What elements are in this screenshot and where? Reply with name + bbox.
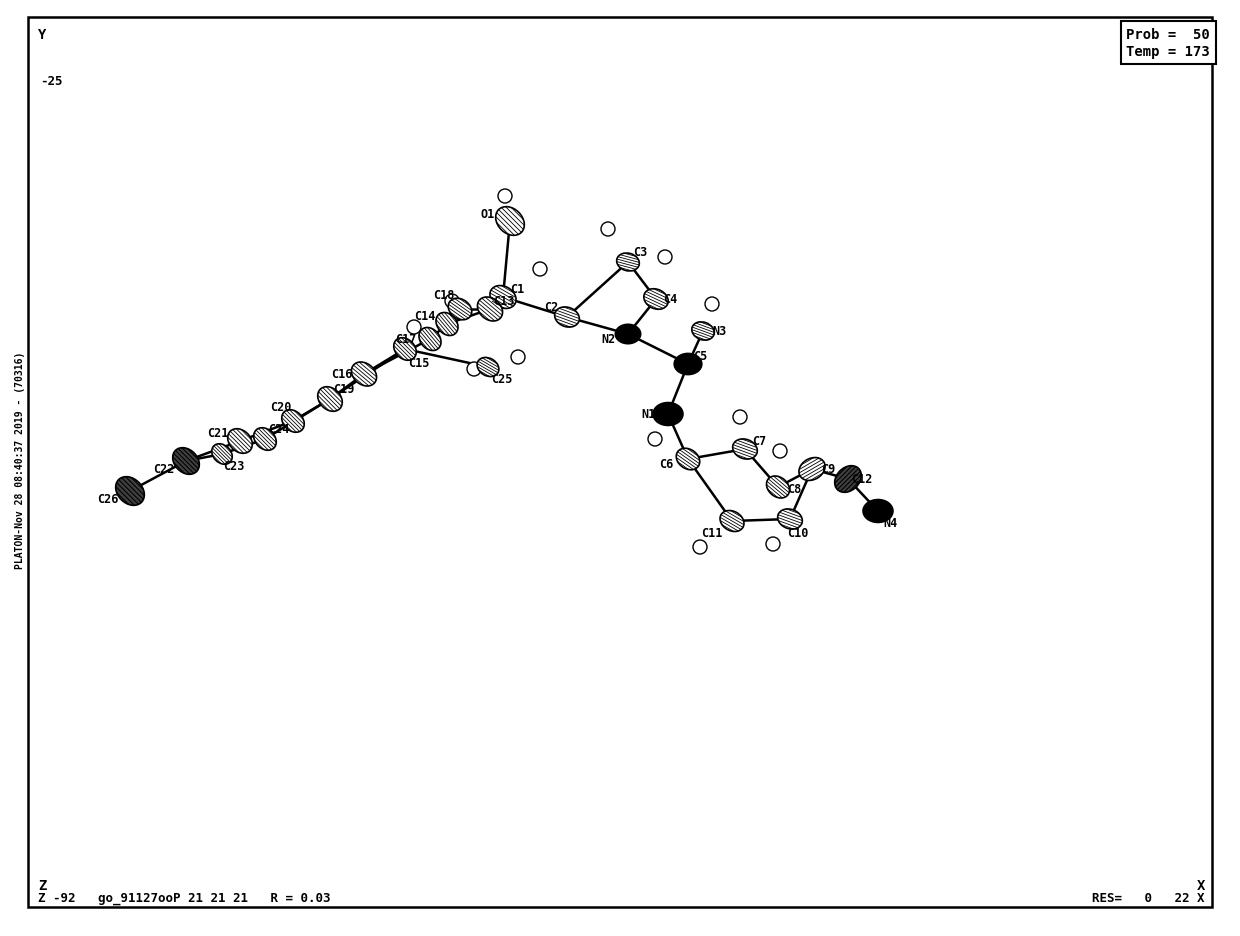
Text: C20: C20 [270, 401, 291, 414]
Ellipse shape [394, 339, 417, 361]
Text: Z: Z [38, 878, 46, 892]
Text: C18: C18 [433, 289, 455, 302]
Text: C21: C21 [207, 427, 228, 440]
Ellipse shape [766, 476, 790, 499]
Text: X: X [1197, 878, 1205, 892]
Ellipse shape [616, 254, 640, 271]
Ellipse shape [658, 251, 672, 265]
Text: C9: C9 [821, 463, 835, 476]
Ellipse shape [254, 429, 277, 451]
Text: -25: -25 [40, 75, 62, 88]
Text: O1: O1 [481, 207, 495, 220]
Ellipse shape [490, 286, 516, 309]
Text: C7: C7 [751, 435, 766, 448]
Ellipse shape [706, 298, 719, 312]
Text: N3: N3 [712, 325, 727, 338]
Text: C25: C25 [491, 373, 512, 386]
Ellipse shape [644, 289, 668, 310]
Ellipse shape [777, 509, 802, 530]
Ellipse shape [498, 190, 512, 204]
Ellipse shape [477, 358, 498, 377]
Text: PLATON-Nov 28 08:40:37 2019 - (70316): PLATON-Nov 28 08:40:37 2019 - (70316) [15, 351, 25, 568]
Text: C26: C26 [97, 493, 119, 506]
Text: C1: C1 [510, 284, 525, 296]
Ellipse shape [511, 351, 525, 365]
Text: C17: C17 [396, 333, 417, 346]
Text: C12: C12 [852, 473, 873, 486]
Text: C11: C11 [702, 527, 723, 540]
Ellipse shape [601, 223, 615, 237]
Text: C10: C10 [787, 527, 808, 540]
Text: C3: C3 [632, 246, 647, 259]
Ellipse shape [228, 430, 252, 454]
Text: C2: C2 [544, 301, 558, 314]
Text: C5: C5 [693, 350, 707, 363]
Ellipse shape [863, 500, 893, 523]
Ellipse shape [733, 440, 758, 460]
Ellipse shape [281, 410, 304, 432]
Text: N2: N2 [601, 333, 615, 346]
Ellipse shape [773, 445, 787, 459]
Text: Prob =  50
Temp = 173: Prob = 50 Temp = 173 [1126, 28, 1210, 59]
Text: C19: C19 [334, 383, 355, 396]
Ellipse shape [115, 477, 144, 505]
Text: C22: C22 [154, 463, 175, 476]
Ellipse shape [692, 323, 714, 341]
Ellipse shape [653, 403, 683, 426]
Ellipse shape [317, 388, 342, 412]
Text: C23: C23 [223, 460, 244, 473]
Text: N4: N4 [883, 517, 897, 530]
Ellipse shape [445, 295, 459, 309]
Text: C13: C13 [494, 295, 515, 308]
Ellipse shape [720, 511, 744, 532]
Ellipse shape [615, 325, 641, 344]
Ellipse shape [467, 362, 481, 376]
Text: N1: N1 [641, 408, 655, 421]
Ellipse shape [733, 411, 746, 425]
Ellipse shape [649, 432, 662, 446]
Ellipse shape [172, 448, 200, 475]
Text: C6: C6 [658, 458, 673, 471]
Text: C16: C16 [331, 368, 352, 381]
Ellipse shape [407, 321, 422, 335]
Text: C24: C24 [268, 423, 290, 436]
Ellipse shape [477, 298, 502, 322]
Ellipse shape [496, 208, 525, 236]
Ellipse shape [436, 314, 458, 336]
Text: C15: C15 [408, 358, 430, 370]
Text: Z -92   go_91127ooP 21 21 21   R = 0.03: Z -92 go_91127ooP 21 21 21 R = 0.03 [38, 891, 331, 904]
Ellipse shape [212, 445, 232, 465]
Ellipse shape [419, 329, 441, 351]
Ellipse shape [675, 354, 702, 375]
Ellipse shape [835, 466, 862, 492]
Ellipse shape [554, 308, 579, 328]
Text: C8: C8 [787, 483, 801, 496]
Ellipse shape [766, 537, 780, 551]
Ellipse shape [693, 540, 707, 554]
Text: Y: Y [38, 28, 46, 42]
Text: RES=   0   22 X: RES= 0 22 X [1092, 891, 1205, 904]
Ellipse shape [448, 299, 471, 320]
Ellipse shape [351, 362, 377, 387]
Text: C4: C4 [663, 293, 677, 306]
Ellipse shape [799, 458, 825, 481]
Ellipse shape [533, 263, 547, 277]
Text: C14: C14 [414, 310, 435, 323]
Ellipse shape [676, 448, 699, 470]
